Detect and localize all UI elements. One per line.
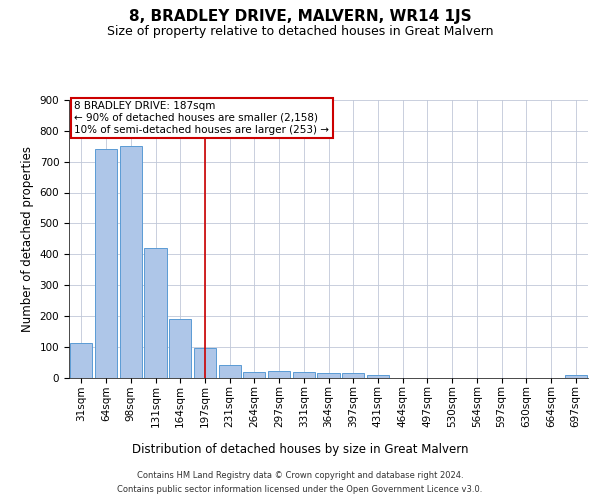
Y-axis label: Number of detached properties: Number of detached properties [21, 146, 34, 332]
Bar [293, 372, 315, 378]
Text: Size of property relative to detached houses in Great Malvern: Size of property relative to detached ho… [107, 25, 493, 38]
Bar [218, 364, 241, 378]
Bar [70, 343, 92, 378]
Bar [145, 248, 167, 378]
Bar [367, 375, 389, 378]
Text: Contains HM Land Registry data © Crown copyright and database right 2024.: Contains HM Land Registry data © Crown c… [137, 471, 463, 480]
Text: Contains public sector information licensed under the Open Government Licence v3: Contains public sector information licen… [118, 485, 482, 494]
Bar [95, 150, 117, 378]
Text: 8, BRADLEY DRIVE, MALVERN, WR14 1JS: 8, BRADLEY DRIVE, MALVERN, WR14 1JS [128, 9, 472, 24]
Bar [268, 370, 290, 378]
Bar [565, 376, 587, 378]
Bar [317, 373, 340, 378]
Bar [169, 319, 191, 378]
Text: 8 BRADLEY DRIVE: 187sqm
← 90% of detached houses are smaller (2,158)
10% of semi: 8 BRADLEY DRIVE: 187sqm ← 90% of detache… [74, 102, 329, 134]
Text: Distribution of detached houses by size in Great Malvern: Distribution of detached houses by size … [132, 442, 468, 456]
Bar [194, 348, 216, 378]
Bar [243, 372, 265, 378]
Bar [342, 374, 364, 378]
Bar [119, 146, 142, 378]
